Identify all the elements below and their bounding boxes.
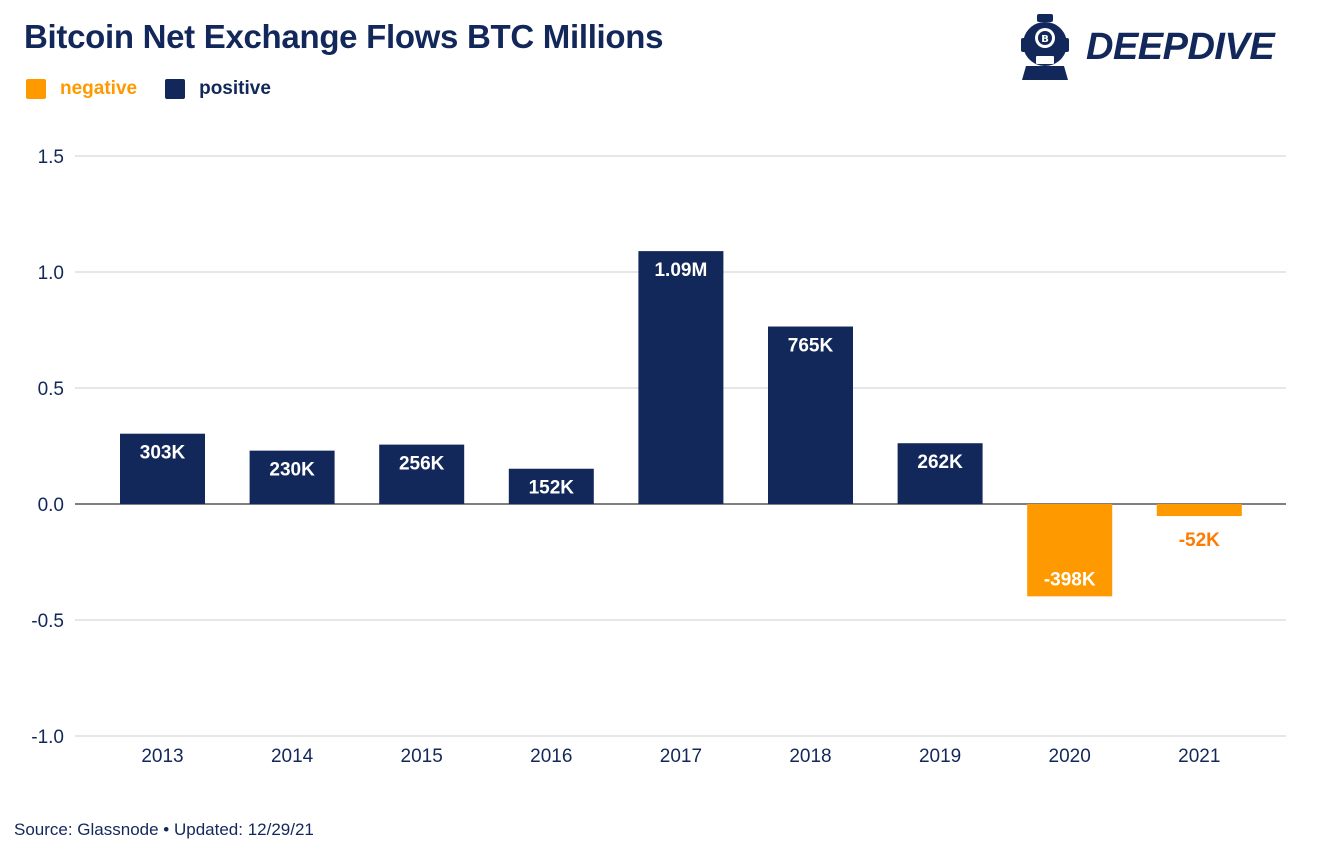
x-tick-label: 2016 <box>530 746 572 767</box>
svg-text:B: B <box>1041 34 1049 45</box>
logo-text: DEEPDIVE <box>1086 25 1275 68</box>
legend-item-negative: negative <box>26 78 137 100</box>
data-label: 262K <box>917 452 963 473</box>
legend-label-negative: negative <box>60 78 138 99</box>
data-label: -52K <box>1179 530 1220 551</box>
data-label: 152K <box>529 478 575 499</box>
x-tick-label: 2021 <box>1178 746 1220 767</box>
bar-2019 <box>897 443 983 504</box>
data-label: 256K <box>399 454 445 475</box>
x-tick-label: 2018 <box>789 746 831 767</box>
data-label: 765K <box>788 336 834 357</box>
y-tick-label: -1.0 <box>31 727 64 748</box>
data-label: -398K <box>1044 569 1096 590</box>
data-label: 230K <box>269 460 315 481</box>
legend-swatch-positive <box>165 79 186 99</box>
bar-2021 <box>1156 504 1242 517</box>
x-tick-label: 2015 <box>401 746 443 767</box>
x-tick-label: 2017 <box>660 746 702 767</box>
bar-2018 <box>768 326 853 504</box>
data-label: 303K <box>140 443 186 464</box>
diver-helmet-icon: B <box>1021 14 1069 80</box>
legend-label-positive: positive <box>199 78 271 99</box>
y-tick-label: 0.0 <box>38 495 64 516</box>
data-label: 1.09M <box>654 260 707 281</box>
bar-2014 <box>249 450 335 504</box>
bar-2017 <box>638 251 724 504</box>
logo: B DEEPDIVE <box>1018 12 1275 82</box>
x-tick-label: 2019 <box>919 746 961 767</box>
source-note: Source: Glassnode • Updated: 12/29/21 <box>14 820 314 839</box>
bar-2016 <box>508 468 594 504</box>
y-tick-label: 1.5 <box>38 147 64 168</box>
y-tick-label: 0.5 <box>38 379 64 400</box>
legend-swatch-negative <box>26 79 46 99</box>
legend-item-positive: positive <box>165 78 271 100</box>
chart-title: Bitcoin Net Exchange Flows BTC Millions <box>24 18 664 55</box>
bar-2013 <box>120 433 205 504</box>
bar-2020 <box>1027 504 1113 597</box>
x-tick-label: 2014 <box>271 746 314 767</box>
x-tick-label: 2020 <box>1049 746 1091 767</box>
y-tick-label: 1.0 <box>38 263 64 284</box>
x-tick-label: 2013 <box>141 746 183 767</box>
y-tick-label: -0.5 <box>31 611 64 632</box>
legend: negative positive <box>26 78 299 100</box>
bar-2015 <box>379 444 465 504</box>
